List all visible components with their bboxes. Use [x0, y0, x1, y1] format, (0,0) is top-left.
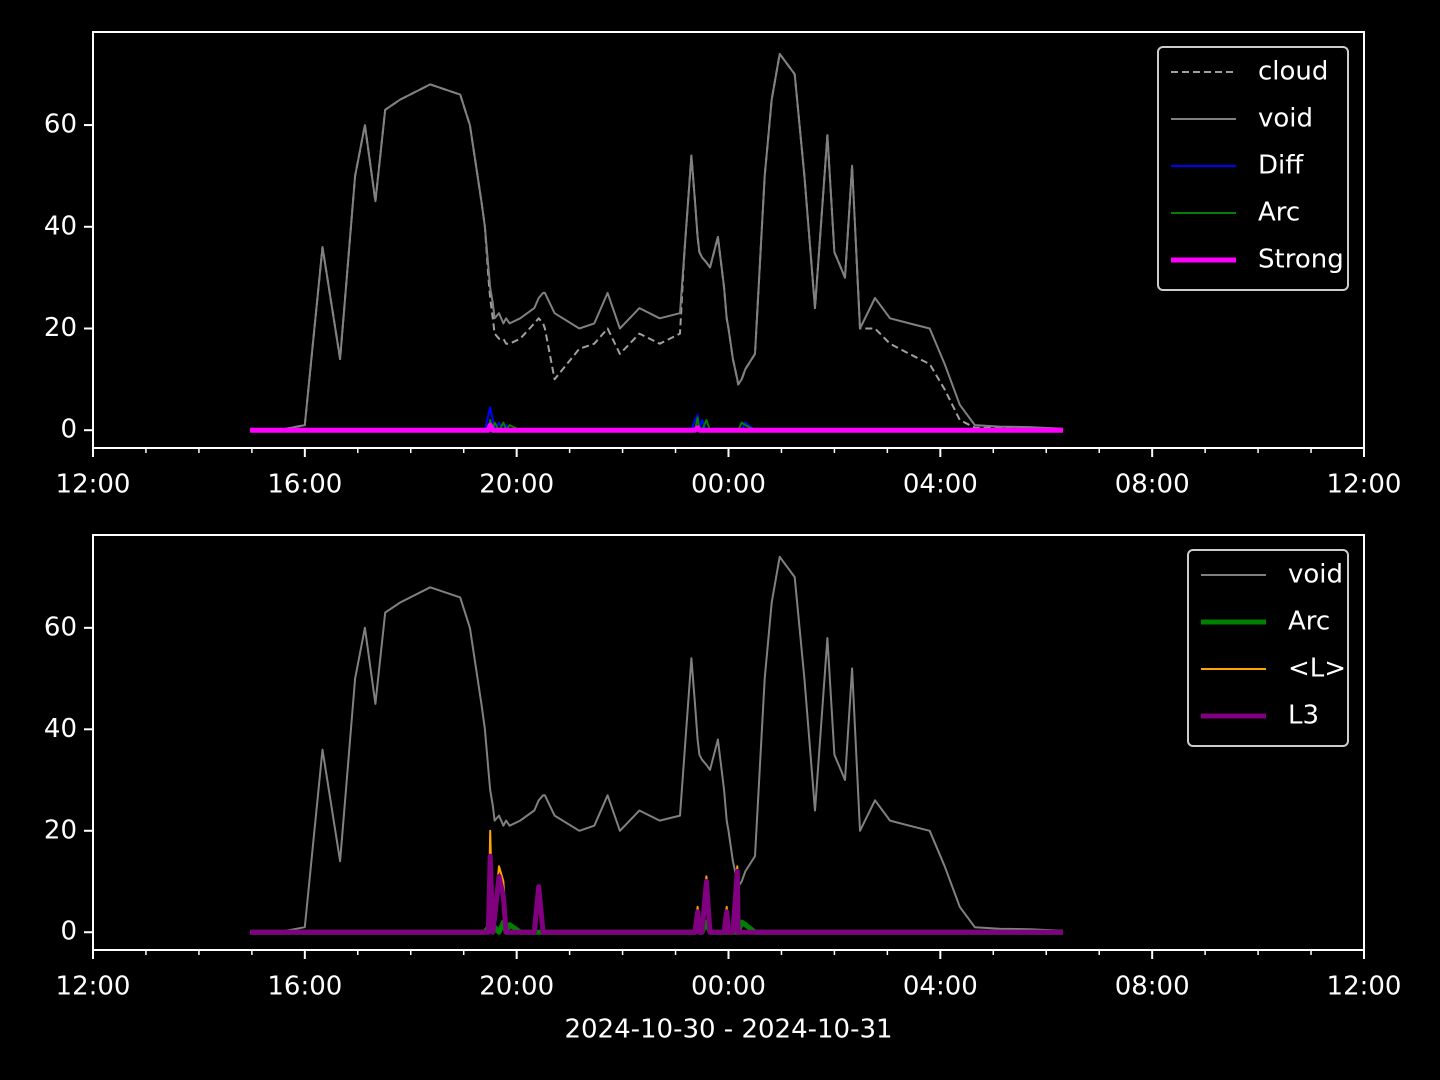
y-tick-label: 60	[44, 612, 77, 642]
legend-label: Arc	[1288, 607, 1330, 637]
y-tick-label: 20	[44, 313, 77, 343]
y-tick-label: 0	[60, 415, 77, 445]
legend-box	[1157, 46, 1349, 291]
legend-label: Strong	[1258, 245, 1344, 275]
x-tick-label: 20:00	[479, 470, 554, 500]
x-tick-label: 20:00	[479, 972, 554, 1002]
x-tick-label: 12:00	[1327, 972, 1402, 1002]
x-axis-label: 2024-10-30 - 2024-10-31	[564, 1015, 892, 1045]
y-tick-label: 0	[60, 917, 77, 947]
y-tick-label: 40	[44, 211, 77, 241]
legend-label: L3	[1288, 701, 1319, 731]
x-tick-label: 16:00	[267, 972, 342, 1002]
x-tick-label: 04:00	[903, 470, 978, 500]
y-tick-label: 20	[44, 815, 77, 845]
legend-label: void	[1258, 104, 1313, 134]
axes-frame	[92, 31, 1365, 449]
legend-label: Diff	[1258, 151, 1304, 181]
x-tick-label: 08:00	[1115, 972, 1190, 1002]
series-line	[250, 52, 1064, 432]
legend-box	[1187, 549, 1349, 747]
axes-frame	[92, 534, 1365, 951]
series-line	[250, 422, 1063, 433]
x-tick-label: 00:00	[691, 972, 766, 1002]
x-tick-label: 08:00	[1115, 470, 1190, 500]
x-tick-label: 12:00	[56, 972, 131, 1002]
series-line	[250, 555, 1064, 934]
y-tick-label: 40	[44, 714, 77, 744]
legend-label: void	[1288, 560, 1343, 590]
legend-label: cloud	[1258, 57, 1328, 87]
x-tick-label: 12:00	[56, 470, 131, 500]
x-tick-label: 00:00	[691, 470, 766, 500]
legend-label: Arc	[1258, 198, 1300, 228]
legend-label: <L>	[1288, 654, 1346, 684]
x-tick-label: 16:00	[267, 470, 342, 500]
y-tick-label: 60	[44, 110, 77, 140]
x-tick-label: 12:00	[1327, 470, 1402, 500]
series-line	[250, 853, 1063, 935]
x-tick-label: 04:00	[903, 972, 978, 1002]
